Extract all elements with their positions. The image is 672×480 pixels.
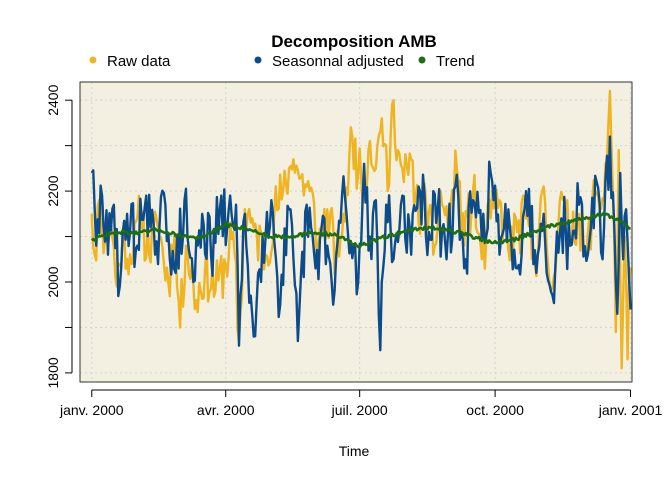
x-tick-label: janv. 2001	[598, 402, 663, 418]
plot-frame	[79, 81, 633, 383]
y-tick-label: 2400	[45, 84, 61, 115]
chart-title: Decomposition AMB	[271, 32, 437, 51]
legend: Raw data Seasonnal adjusted Trend	[89, 53, 475, 70]
y-tick-label: 1800	[45, 357, 61, 388]
x-tick-label: avr. 2000	[197, 402, 255, 418]
legend-item-1: Raw data	[89, 53, 171, 70]
axes: 1800 2000 2200 2400 janv. 2000 avr. 2000 juil.…	[45, 84, 663, 418]
x-axis-title: Time	[339, 443, 370, 459]
legend-item-2: Seasonnal adjusted	[254, 53, 404, 70]
legend-marker	[418, 56, 426, 64]
legend-label: Seasonnal adjusted	[272, 53, 404, 70]
y-tick-label: 2000	[45, 266, 61, 297]
x-tick-label: oct. 2000	[466, 402, 524, 418]
legend-label: Trend	[436, 53, 475, 70]
series-line-1	[90, 89, 632, 370]
x-tick-label: juil. 2000	[331, 402, 388, 418]
series-line-3	[90, 211, 631, 249]
y-tick-label: 2200	[45, 175, 61, 206]
legend-item-3: Trend	[418, 53, 475, 70]
legend-label: Raw data	[107, 53, 171, 70]
legend-marker	[89, 56, 97, 64]
series-lines	[90, 89, 632, 370]
x-tick-label: janv. 2000	[59, 402, 124, 418]
legend-marker	[254, 56, 262, 64]
